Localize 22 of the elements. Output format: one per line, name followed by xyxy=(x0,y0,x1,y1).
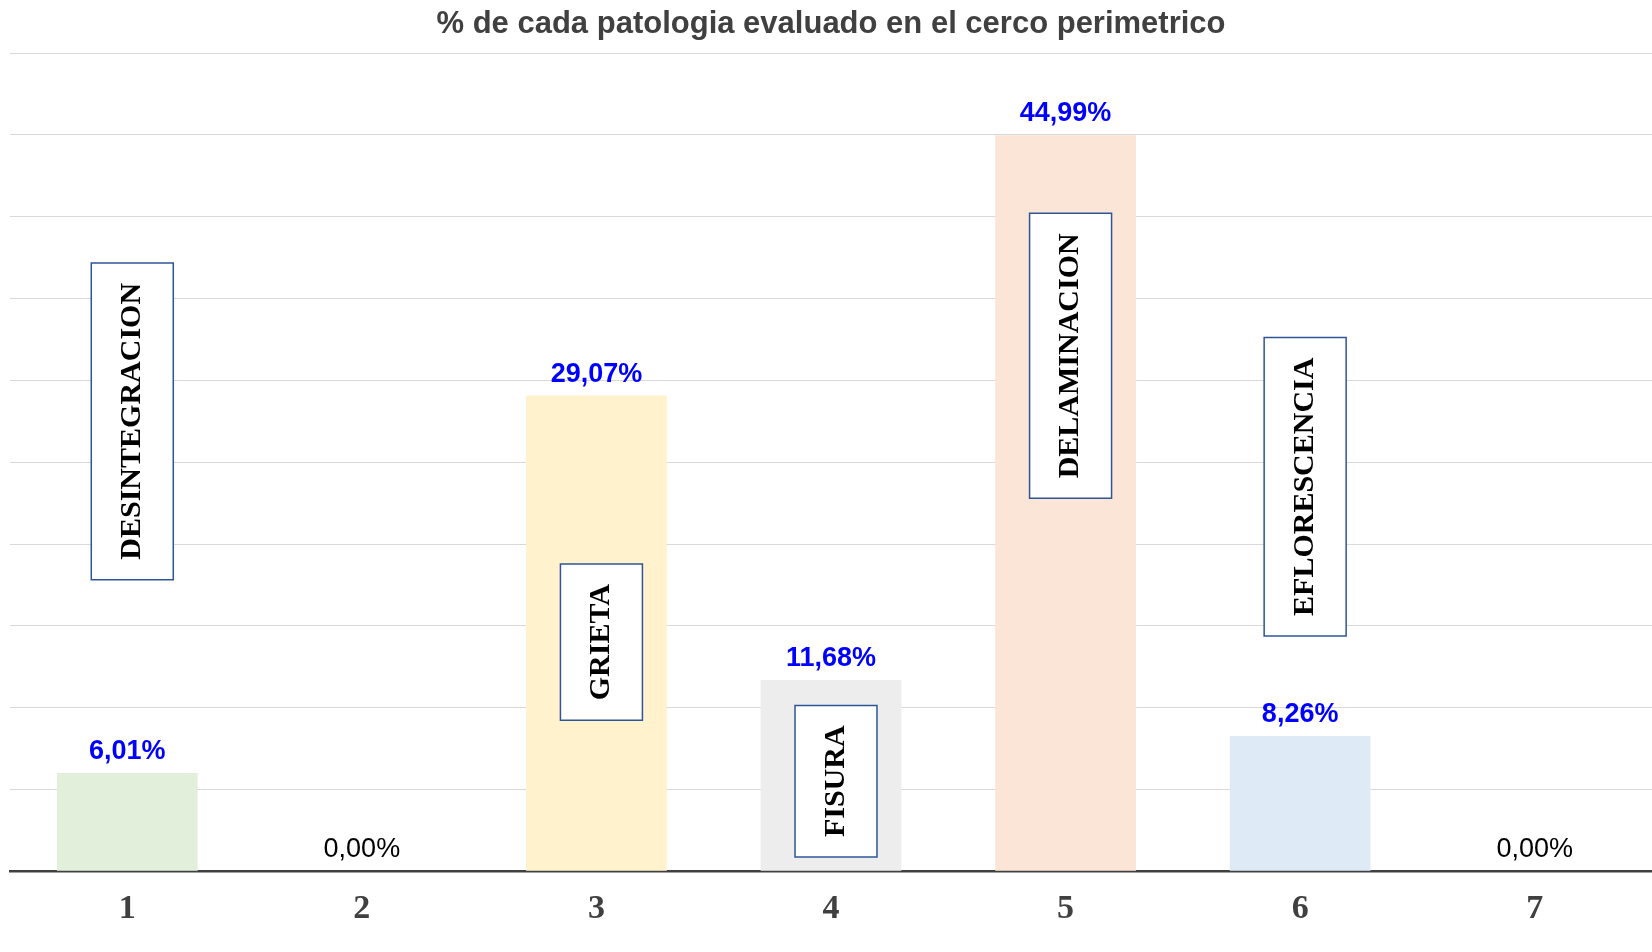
x-tick-label: 4 xyxy=(822,888,840,926)
data-label: 29,07% xyxy=(550,357,643,388)
data-label: 8,26% xyxy=(1261,698,1339,729)
annotation: FISURA xyxy=(816,725,850,838)
annotation: GRIETA xyxy=(582,583,616,701)
data-label: 6,01% xyxy=(89,734,166,765)
annotation: DESINTEGRACION xyxy=(113,282,147,560)
bar xyxy=(1229,736,1371,871)
data-label: 0,00% xyxy=(323,833,401,864)
data-label: 0,00% xyxy=(1496,833,1573,864)
data-label: 44,99% xyxy=(1019,97,1112,128)
data-label: 11,68% xyxy=(785,642,877,673)
annotation: DELAMINACION xyxy=(1051,233,1085,479)
x-tick-label: 2 xyxy=(353,888,371,926)
x-tick-label: 3 xyxy=(587,888,605,926)
chart-title: % de cada patologia evaluado en el cerco perimetrico xyxy=(436,5,1226,41)
x-tick-label: 1 xyxy=(118,888,136,926)
bar xyxy=(56,772,198,871)
x-tick-label: 7 xyxy=(1526,888,1544,926)
x-tick-label: 6 xyxy=(1291,888,1309,926)
annotation: EFLORESCENCIA xyxy=(1285,357,1319,616)
x-tick-label: 5 xyxy=(1057,888,1075,926)
